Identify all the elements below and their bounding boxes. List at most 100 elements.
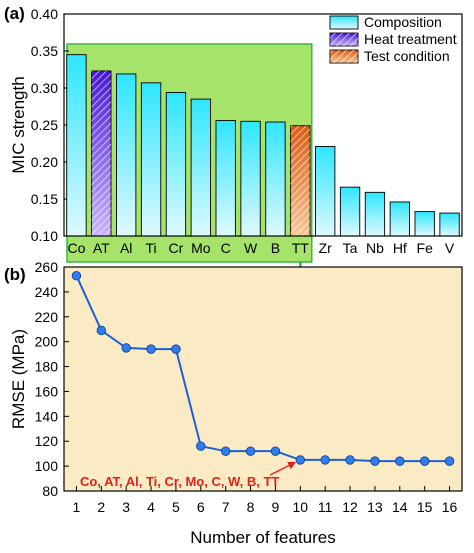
point-7 bbox=[220, 446, 231, 456]
bar-b bbox=[265, 121, 286, 237]
x-tick-label-b: 1 bbox=[73, 499, 81, 515]
point-12 bbox=[345, 455, 355, 465]
x-tick-label-b: 7 bbox=[222, 499, 230, 515]
point-14 bbox=[395, 456, 405, 466]
plot-background-b bbox=[64, 267, 462, 491]
y-tick-label-b: 140 bbox=[35, 408, 59, 424]
y-tick-label-a: 0.35 bbox=[31, 43, 58, 59]
panel-a: 0.10 0.15 0.20 0.25 0.30 0.35 0.40 Co AT Al Ti Cr M… bbox=[4, 4, 463, 263]
y-tick-label-a: 0.25 bbox=[31, 117, 58, 133]
y-tick-label-a: 0.40 bbox=[31, 6, 58, 22]
x-tick-label-b: 15 bbox=[417, 499, 433, 515]
y-tick-label-b: 120 bbox=[35, 433, 59, 449]
rmse-points bbox=[71, 271, 455, 466]
x-tick-label-a: V bbox=[445, 240, 455, 256]
y-axis-label-b: RMSE (MPa) bbox=[9, 329, 28, 429]
x-tick-label-a: Zr bbox=[319, 240, 333, 256]
bar-ti bbox=[140, 82, 162, 237]
bar-w bbox=[240, 120, 261, 237]
x-tick-label-a: Al bbox=[120, 240, 132, 256]
point-9 bbox=[270, 446, 281, 456]
x-tick-label-a: B bbox=[271, 240, 280, 256]
legend-label-heat: Heat treatment bbox=[364, 31, 457, 47]
legend-hatch-test bbox=[330, 50, 358, 63]
point-13 bbox=[370, 456, 380, 466]
x-tick-label-a: Ti bbox=[145, 240, 156, 256]
x-tick-label-a: AT bbox=[93, 240, 110, 256]
x-tick-label-b: 9 bbox=[272, 499, 280, 515]
point-1 bbox=[71, 271, 82, 281]
y-tick-label-b: 200 bbox=[35, 334, 59, 350]
plot-frame-a bbox=[63, 13, 463, 237]
point-5 bbox=[171, 344, 181, 354]
bar-zr bbox=[315, 146, 336, 237]
x-tick-label-b: 11 bbox=[318, 499, 333, 515]
y-tick-label-a: 0.30 bbox=[31, 80, 58, 96]
bar-hatch-at bbox=[91, 70, 112, 236]
y-tick-label-a: 0.20 bbox=[31, 154, 58, 170]
point-11 bbox=[320, 455, 330, 465]
x-tick-label-b: 12 bbox=[342, 499, 358, 515]
panel-b-axes: 80 100 120 140 160 180 200 220 240 260 1 2 3 4 5 6 7 8 9 10… bbox=[35, 259, 458, 515]
x-tick-label-b: 2 bbox=[97, 499, 105, 515]
panel-label-a: (a) bbox=[4, 4, 25, 23]
x-tick-label-a: C bbox=[221, 240, 231, 256]
bar-hatch-tt bbox=[290, 125, 311, 236]
x-tick-label-b: 8 bbox=[247, 499, 255, 515]
point-10 bbox=[295, 455, 306, 465]
panel-a-axes: 0.10 0.15 0.20 0.25 0.30 0.35 0.40 bbox=[31, 6, 69, 244]
legend-swatch-composition bbox=[329, 15, 359, 30]
y-tick-label-b: 80 bbox=[42, 483, 58, 499]
x-tick-label-a: TT bbox=[292, 240, 310, 256]
x-tick-label-b: 5 bbox=[172, 499, 180, 515]
y-axis-label-a: MIC strength bbox=[9, 76, 28, 173]
bar-series: Co AT Al Ti Cr Mo C W B TT Zr Ta Nb Hf Fe V bbox=[66, 54, 460, 256]
panel-label-b: (b) bbox=[4, 265, 26, 284]
x-tick-label-b: 6 bbox=[197, 499, 205, 515]
bar-fe bbox=[414, 211, 435, 237]
x-tick-label-b: 13 bbox=[367, 499, 383, 515]
x-tick-label-a: Ta bbox=[343, 240, 358, 256]
x-axis-label-b: Number of features bbox=[190, 528, 336, 547]
x-tick-label-b: 16 bbox=[442, 499, 458, 515]
point-15 bbox=[419, 456, 430, 466]
bar-co bbox=[66, 54, 87, 237]
point-3 bbox=[121, 343, 131, 353]
annotation-arrow bbox=[270, 461, 297, 476]
x-tick-label-a: Nb bbox=[366, 240, 384, 256]
x-tick-label-a: W bbox=[244, 240, 258, 256]
point-2 bbox=[96, 325, 107, 336]
point-6 bbox=[196, 441, 206, 451]
legend-label-composition: Composition bbox=[364, 14, 442, 30]
x-tick-label-b: 14 bbox=[392, 499, 408, 515]
bar-ta bbox=[339, 186, 361, 237]
y-tick-label-b: 180 bbox=[35, 359, 59, 375]
point-8 bbox=[245, 446, 256, 456]
y-tick-label-b: 100 bbox=[35, 458, 59, 474]
x-tick-label-a: Co bbox=[67, 240, 85, 256]
bar-c bbox=[215, 120, 236, 237]
rmse-line bbox=[75, 275, 450, 463]
y-tick-label-a: 0.15 bbox=[31, 191, 58, 207]
panel-b: 80 100 120 140 160 180 200 220 240 260 1 2 3 4 5 6 7 8 9 10… bbox=[4, 259, 463, 547]
x-tick-label-a: Hf bbox=[393, 240, 407, 256]
bar-mo bbox=[190, 98, 211, 237]
bar-v bbox=[439, 212, 460, 237]
x-tick-label-b: 4 bbox=[147, 499, 155, 515]
x-tick-label-b: 3 bbox=[122, 499, 130, 515]
y-tick-label-a: 0.10 bbox=[31, 228, 58, 244]
y-tick-label-b: 160 bbox=[35, 383, 59, 399]
x-tick-label-a: Cr bbox=[169, 240, 184, 256]
point-4 bbox=[146, 344, 156, 354]
y-tick-label-b: 260 bbox=[35, 259, 59, 275]
y-tick-label-b: 220 bbox=[35, 309, 59, 325]
x-tick-label-a: Fe bbox=[417, 240, 434, 256]
y-tick-label-b: 240 bbox=[35, 284, 59, 300]
bar-hf bbox=[389, 201, 410, 237]
bar-nb bbox=[364, 191, 386, 237]
legend-label-test: Test condition bbox=[364, 48, 450, 64]
legend-hatch-heat bbox=[330, 33, 358, 46]
x-tick-label-b: 10 bbox=[293, 499, 309, 515]
